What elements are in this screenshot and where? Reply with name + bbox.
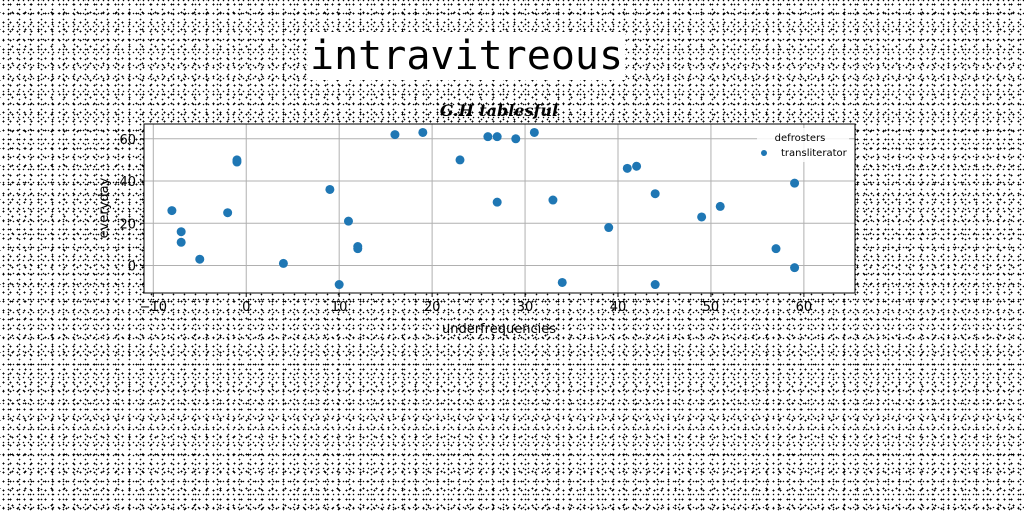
x-tick-label: 50 bbox=[703, 300, 720, 315]
data-point bbox=[529, 127, 539, 137]
y-tick-label: 60 bbox=[119, 133, 136, 148]
data-point bbox=[325, 184, 335, 194]
data-point bbox=[390, 130, 400, 140]
y-axis-label: everyday bbox=[97, 177, 112, 238]
data-point bbox=[548, 195, 558, 205]
data-point bbox=[511, 134, 521, 144]
data-point bbox=[632, 161, 642, 171]
data-point bbox=[343, 216, 353, 226]
x-tick-label: 10 bbox=[331, 300, 348, 315]
data-point bbox=[604, 223, 614, 233]
axis-ticks: −10 0 10 20 30 40 50 60 0 20 40 60 bbox=[119, 133, 812, 315]
data-point bbox=[771, 244, 781, 254]
data-point bbox=[715, 201, 725, 211]
data-point bbox=[483, 132, 493, 142]
page-title: intravitreous bbox=[308, 32, 626, 80]
data-point bbox=[353, 244, 363, 254]
plot-area-frame bbox=[143, 123, 856, 294]
data-point bbox=[650, 280, 660, 290]
data-point bbox=[278, 258, 288, 268]
legend-box bbox=[757, 128, 849, 162]
x-tick-label: −10 bbox=[140, 300, 167, 315]
data-point bbox=[790, 178, 800, 188]
plot-area-background bbox=[144, 124, 855, 293]
data-point bbox=[492, 197, 502, 207]
legend-marker-icon bbox=[761, 150, 767, 156]
x-tick-label: 0 bbox=[242, 300, 250, 315]
chart-title: G.H tablesful bbox=[440, 101, 558, 120]
x-axis-label: underfrequencies bbox=[442, 322, 556, 337]
data-point bbox=[697, 212, 707, 222]
data-point bbox=[650, 189, 660, 199]
data-point bbox=[790, 263, 800, 273]
data-point bbox=[334, 280, 344, 290]
data-point bbox=[622, 163, 632, 173]
x-tick-label: 30 bbox=[517, 300, 534, 315]
y-tick-label: 40 bbox=[119, 175, 136, 190]
y-tick-label: 20 bbox=[119, 217, 136, 232]
x-tick-label: 40 bbox=[610, 300, 627, 315]
data-point bbox=[418, 127, 428, 137]
data-point bbox=[455, 155, 465, 165]
x-tick-label: 20 bbox=[424, 300, 441, 315]
data-point bbox=[557, 277, 567, 287]
data-point bbox=[492, 132, 502, 142]
data-point bbox=[176, 227, 186, 237]
y-tick-label: 0 bbox=[128, 260, 136, 275]
legend-entry-transliterator: transliterator bbox=[781, 148, 848, 159]
data-point bbox=[232, 155, 242, 165]
legend: defrosters transliterator bbox=[757, 128, 849, 162]
data-point bbox=[223, 208, 233, 218]
data-point bbox=[195, 254, 205, 264]
data-points bbox=[167, 127, 800, 290]
data-point bbox=[167, 206, 177, 216]
data-point bbox=[176, 237, 186, 247]
legend-title: defrosters bbox=[775, 133, 826, 144]
x-tick-label: 60 bbox=[796, 300, 813, 315]
